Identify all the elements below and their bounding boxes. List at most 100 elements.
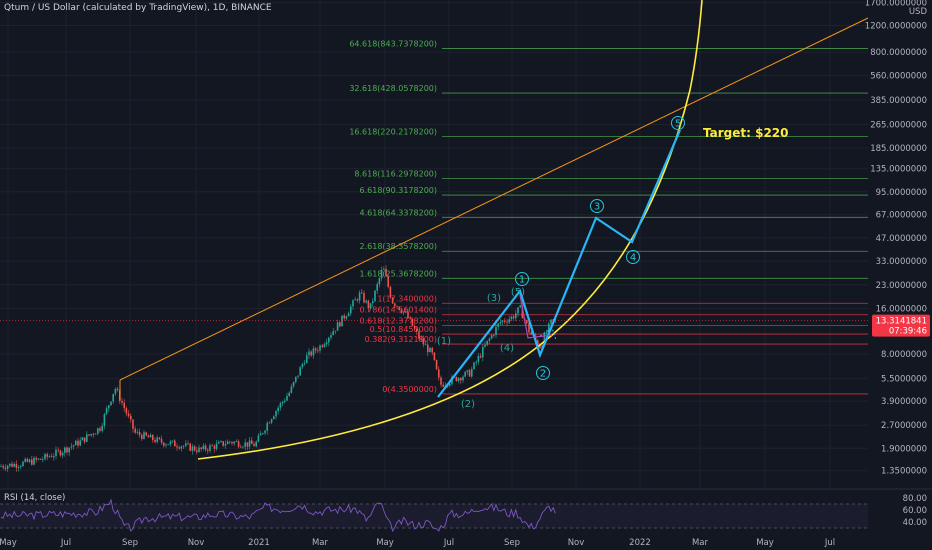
candle-body — [72, 445, 75, 447]
time-axis-bg — [0, 534, 932, 550]
candle-body — [323, 344, 326, 347]
rsi-title: RSI (14, close) — [4, 493, 65, 503]
fib-level-label: 64.618(843.7378200) — [349, 40, 437, 49]
candle-body — [374, 290, 376, 302]
candle-body — [341, 315, 343, 327]
price-tick-label: 800.0000000 — [870, 48, 927, 58]
wave-label-circle — [515, 272, 529, 286]
candle-body — [55, 449, 57, 457]
candle-body — [2, 465, 4, 468]
candle-body — [253, 443, 255, 447]
candle-body — [180, 446, 183, 449]
candle-body — [187, 443, 189, 445]
candle-body — [424, 344, 427, 346]
candle-body — [233, 441, 235, 444]
price-tick-label: 47.0000000 — [876, 234, 927, 244]
fib-level-label: 1.618(25.3678200) — [360, 269, 438, 278]
candle-body — [31, 459, 33, 465]
wave-label: 4 — [630, 253, 636, 264]
candle-body — [383, 268, 385, 270]
candle-body — [17, 466, 20, 468]
candle-body — [528, 323, 530, 333]
candle-body — [325, 342, 328, 345]
price-tick-label: 1700.0000000 — [865, 0, 927, 9]
price-tick-label: 3.9000000 — [881, 397, 927, 407]
rsi-band — [0, 504, 868, 528]
fib-level-label: 0.618(12.3778200) — [360, 316, 438, 325]
price-tick-label: 16.0000000 — [876, 305, 927, 315]
candle-body — [37, 458, 40, 460]
price-axis-bg — [868, 0, 932, 550]
candle-body — [50, 456, 53, 458]
candle-body — [457, 378, 460, 382]
fib-level-label: 0.786(14.5601400) — [360, 306, 438, 315]
wave-label: 2 — [540, 369, 546, 380]
candle-body — [504, 320, 506, 322]
candle-body — [266, 423, 268, 431]
candle-body — [171, 440, 174, 442]
price-tick-label: 135.0000000 — [870, 165, 927, 175]
candle-body — [110, 401, 112, 406]
time-axis[interactable]: May Jul Sep Nov 2021 Mar May Jul Sep Nov 2022 Mar Ma… — [0, 534, 932, 550]
rsi-panel: 80.00 60.00 40.00 RSI (14, close) — [0, 488, 932, 533]
wave-label-circle — [626, 250, 640, 264]
candle-body — [321, 345, 323, 347]
candle-body — [420, 338, 422, 340]
candle-body — [482, 346, 484, 358]
time-tick-label: May — [756, 538, 774, 548]
candle-body — [350, 306, 352, 314]
candle-body — [398, 306, 400, 311]
candle-body — [449, 383, 451, 386]
bar-countdown: 07:39:46 — [889, 327, 927, 337]
candle-body — [33, 457, 35, 465]
candle-body — [405, 311, 407, 313]
candle-body — [114, 388, 117, 394]
candle-body — [70, 446, 73, 448]
candle-body — [495, 326, 497, 336]
candle-body — [440, 377, 442, 385]
sub-wave-label: (2) — [461, 399, 475, 410]
fib-level-label: 4.618(64.3378200) — [360, 208, 438, 217]
candle-body — [136, 431, 139, 433]
candle-body — [438, 369, 440, 378]
price-tick-label: 5.5000000 — [881, 375, 927, 385]
candle-body — [336, 322, 339, 331]
candle-body — [427, 344, 429, 353]
candle-body — [477, 355, 480, 362]
target-label: Target: $220 — [703, 126, 789, 140]
candle-body — [310, 351, 312, 356]
fib-level-label: 1(17.3400000) — [377, 294, 437, 303]
candle-body — [22, 461, 24, 467]
candle-body — [154, 440, 156, 443]
candle-body — [433, 352, 436, 361]
candle-body — [11, 463, 13, 467]
candle-body — [178, 447, 180, 449]
time-tick-label: Nov — [188, 538, 205, 548]
candle-body — [479, 355, 482, 358]
candle-body — [330, 335, 332, 338]
candle-body — [488, 338, 491, 341]
wave-label: 1 — [519, 275, 525, 286]
candle-body — [380, 269, 383, 279]
candle-body — [81, 437, 84, 441]
sub-wave-label: (4) — [500, 343, 514, 354]
candle-body — [134, 428, 136, 433]
candle-body — [277, 407, 279, 412]
candle-body — [165, 444, 167, 446]
fib-level-label: 16.618(220.2178200) — [349, 128, 437, 137]
time-tick-label: Nov — [568, 538, 585, 548]
candle-body — [42, 459, 44, 460]
candle-body — [499, 321, 502, 324]
candle-body — [68, 447, 70, 453]
candle-body — [53, 456, 55, 458]
candle-body — [413, 326, 416, 329]
candle-body — [39, 458, 42, 460]
time-tick-label: Mar — [692, 538, 709, 548]
sub-wave-label: (5) — [511, 287, 525, 298]
candle-body — [255, 441, 257, 447]
sub-wave — [519, 294, 553, 339]
candle-body — [200, 447, 202, 450]
candle-body — [372, 301, 374, 304]
